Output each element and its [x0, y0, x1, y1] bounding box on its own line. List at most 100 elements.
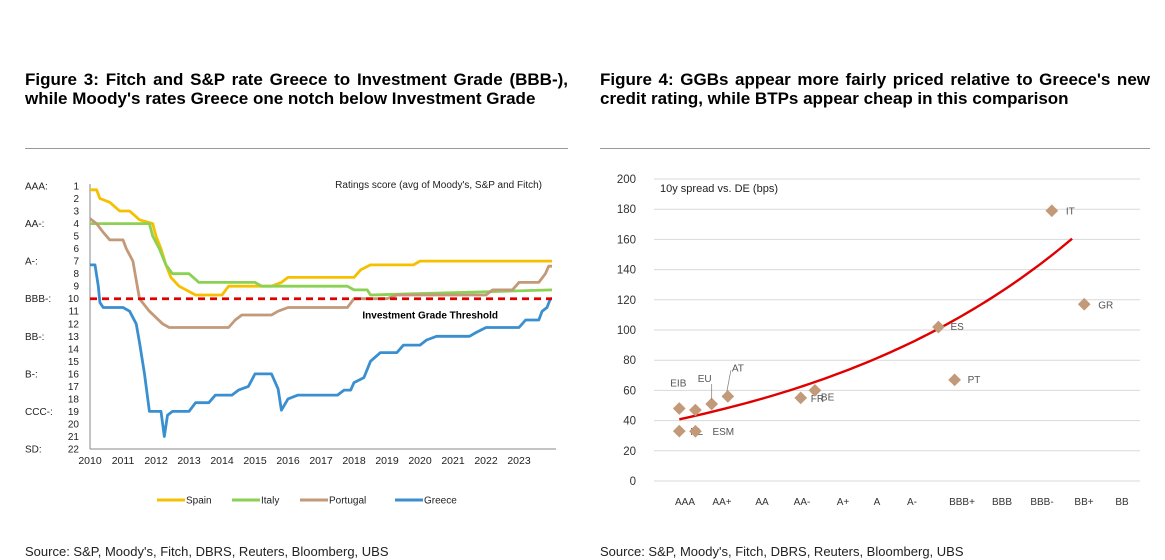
- scatter-point: [705, 397, 719, 411]
- threshold-label: Investment Grade Threshold: [362, 311, 498, 322]
- figure-4-title: Figure 4: GGBs appear more fairly priced…: [600, 70, 1150, 108]
- x-tick-label: 2011: [112, 455, 135, 467]
- x-tick-label: 2016: [276, 455, 300, 467]
- figure-4-panel: Figure 4: GGBs appear more fairly priced…: [590, 0, 1165, 560]
- x-category-label: BBB-: [1030, 497, 1053, 508]
- x-category-label: AA: [755, 497, 769, 508]
- y-tick-label: 18: [68, 394, 80, 405]
- x-tick-label: 2010: [78, 455, 102, 467]
- y-tick-label: 21: [68, 432, 80, 443]
- y-tick-label: 14: [68, 344, 80, 355]
- series-line-greece: [90, 263, 552, 438]
- y-tick-label: 8: [73, 269, 79, 280]
- series-line-italy: [90, 222, 553, 297]
- scatter-point: [721, 390, 735, 403]
- label-leader-line: [726, 370, 732, 392]
- y-tick-label: 20: [68, 419, 80, 430]
- trendline: [679, 237, 1073, 421]
- point-label: GR: [1098, 300, 1113, 311]
- y-rating-label: SD:: [25, 445, 42, 456]
- y-tick-label: 13: [68, 332, 80, 343]
- y-tick-label: 9: [73, 282, 79, 293]
- legend-label-spain: Spain: [186, 496, 212, 507]
- y-rating-label: B-:: [25, 369, 38, 380]
- figure-3-chart: 12345678910111213141516171819202122AAA:A…: [25, 180, 556, 507]
- y-tick-label: 120: [617, 295, 636, 307]
- x-tick-label: 2014: [210, 455, 234, 467]
- x-category-label: AAA: [675, 497, 695, 508]
- point-label: EIB: [670, 379, 686, 390]
- y-tick-label: 1: [73, 182, 79, 193]
- x-tick-label: 2022: [474, 455, 498, 467]
- y-tick-label: 17: [68, 382, 80, 393]
- point-label: IT: [1066, 207, 1075, 218]
- x-tick-label: 2020: [408, 455, 432, 467]
- y-tick-label: 2: [73, 194, 79, 205]
- y-tick-label: 7: [73, 257, 79, 268]
- point-label: EU: [698, 374, 712, 385]
- y-tick-label: 4: [73, 219, 79, 230]
- y-rating-label: AAA:: [25, 182, 48, 193]
- chart-subtitle: Ratings score (avg of Moody's, S&P and F…: [335, 180, 542, 191]
- x-category-label: AA+: [712, 497, 731, 508]
- x-category-label: AA-: [794, 497, 811, 508]
- y-tick-label: 16: [68, 369, 80, 380]
- y-tick-label: 100: [617, 325, 636, 337]
- figure-3-source: Source: S&P, Moody's, Fitch, DBRS, Reute…: [25, 544, 389, 559]
- y-tick-label: 10: [68, 294, 80, 305]
- y-rating-label: CCC-:: [25, 407, 53, 418]
- x-tick-label: 2015: [243, 455, 267, 467]
- point-label: ES: [950, 322, 964, 333]
- x-category-label: BB: [1115, 497, 1129, 508]
- point-label: PT: [968, 375, 981, 386]
- point-label: FR: [811, 394, 824, 405]
- y-tick-label: 0: [630, 476, 636, 488]
- y-tick-label: 140: [617, 265, 636, 277]
- figure-3-panel: Figure 3: Fitch and S&P rate Greece to I…: [0, 0, 580, 560]
- y-rating-label: BBB-:: [25, 294, 51, 305]
- x-category-label: A: [874, 497, 881, 508]
- y-tick-label: 60: [623, 385, 636, 397]
- y-tick-label: 22: [68, 445, 80, 456]
- x-category-label: BBB+: [949, 497, 975, 508]
- point-label: BE: [821, 392, 835, 403]
- x-category-label: A-: [907, 497, 917, 508]
- scatter-point: [932, 320, 945, 334]
- y-rating-label: BB-:: [25, 332, 44, 343]
- y-tick-label: 15: [68, 357, 80, 368]
- y-tick-label: 6: [73, 244, 79, 255]
- x-tick-label: 2013: [177, 455, 201, 467]
- y-tick-label: 11: [69, 307, 80, 318]
- y-tick-label: 40: [623, 416, 636, 428]
- y-tick-label: 200: [617, 174, 636, 186]
- legend-label-greece: Greece: [424, 496, 457, 507]
- x-tick-label: 2019: [375, 455, 399, 467]
- y-tick-label: 80: [623, 355, 636, 367]
- series-line-portugal: [89, 217, 552, 329]
- point-label: AT: [732, 363, 744, 374]
- y-tick-label: 3: [73, 207, 79, 218]
- figure-3-title: Figure 3: Fitch and S&P rate Greece to I…: [25, 70, 568, 108]
- figure-4-divider: [600, 148, 1150, 149]
- x-category-label: BB+: [1074, 497, 1093, 508]
- scatter-point: [672, 424, 686, 438]
- y-tick-label: 5: [73, 232, 79, 243]
- y-tick-label: 20: [623, 446, 636, 458]
- scatter-point: [672, 402, 686, 415]
- figure-3-divider: [25, 148, 568, 149]
- series-line-spain: [90, 188, 552, 297]
- scatter-point: [948, 373, 961, 387]
- point-label: ESM: [712, 427, 734, 438]
- legend-label-portugal: Portugal: [329, 496, 366, 507]
- x-category-label: BBB: [992, 497, 1012, 508]
- x-tick-label: 2017: [309, 455, 333, 467]
- y-tick-label: 12: [68, 319, 80, 330]
- scatter-point: [689, 424, 702, 438]
- scatter-point: [794, 391, 808, 405]
- y-rating-label: A-:: [25, 257, 38, 268]
- x-tick-label: 2018: [342, 455, 366, 467]
- y-tick-label: 180: [617, 204, 636, 216]
- y-rating-label: AA-:: [25, 219, 44, 230]
- chart-subtitle: 10y spread vs. DE (bps): [660, 183, 778, 195]
